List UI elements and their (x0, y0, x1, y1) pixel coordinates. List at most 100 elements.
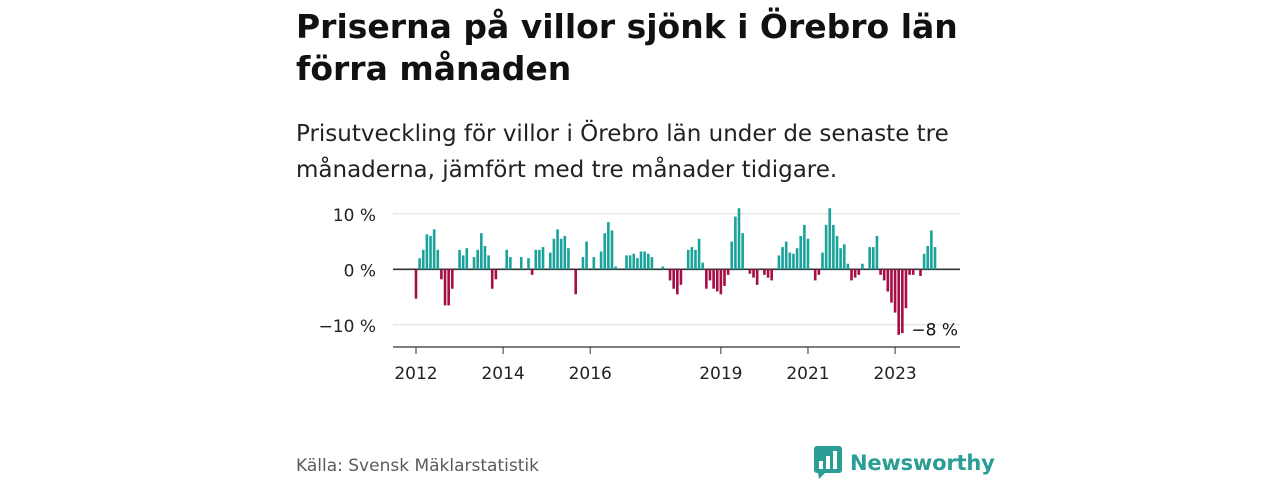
bar (650, 257, 654, 270)
bar (425, 234, 429, 270)
bar (911, 269, 915, 275)
bar (686, 249, 690, 270)
newsworthy-logo: Newsworthy (814, 446, 995, 480)
bar (668, 269, 672, 281)
bar (752, 269, 755, 278)
chart-title: Priserna på villor sjönk i Örebro län fö… (296, 7, 958, 88)
bar (795, 248, 799, 270)
bar (490, 269, 494, 289)
brand-name: Newsworthy (850, 451, 995, 475)
bar (450, 269, 454, 289)
bar (592, 257, 596, 270)
bar (781, 247, 784, 270)
bar (835, 235, 839, 270)
bar (871, 247, 875, 270)
x-tick-label: 2021 (786, 364, 829, 384)
bar (672, 269, 675, 289)
bar (694, 249, 697, 270)
bar (701, 262, 705, 270)
bar (639, 251, 643, 270)
bar (828, 208, 832, 270)
bar (607, 222, 610, 270)
bar (563, 235, 567, 270)
bar (519, 257, 523, 270)
y-tick-label: 10 % (333, 206, 376, 226)
bar (530, 269, 534, 275)
bar (414, 269, 418, 299)
bar (919, 269, 922, 276)
bar (472, 257, 476, 270)
bar (418, 258, 421, 270)
x-tick-label: 2014 (481, 364, 524, 384)
bar (429, 235, 432, 270)
bar (676, 269, 679, 295)
bar (839, 248, 842, 270)
bar (719, 269, 723, 295)
bar (792, 253, 795, 270)
bar (461, 255, 465, 270)
bar (824, 224, 828, 270)
axes (393, 346, 960, 354)
bar (857, 269, 861, 275)
bar (538, 249, 541, 270)
bar (734, 216, 737, 270)
bar (875, 235, 879, 270)
bar (832, 224, 835, 270)
bar (868, 247, 871, 270)
source-note: Källa: Svensk Mäklarstatistik (296, 456, 539, 476)
bar (636, 258, 639, 270)
bar (487, 255, 490, 270)
bar (904, 269, 908, 309)
bar (548, 252, 552, 270)
bar (610, 230, 614, 270)
bar (821, 252, 824, 270)
bar (559, 238, 563, 270)
bar (813, 269, 817, 281)
labels: 10 % 0 % −10 % 2012 2014 2016 2019 2021 2023 −8 % (319, 206, 958, 384)
x-tick-label: 2019 (699, 364, 742, 384)
bar (614, 266, 617, 270)
bar (817, 269, 821, 275)
bar (465, 248, 469, 270)
bar (730, 241, 734, 270)
bar (897, 269, 901, 335)
bar (799, 235, 803, 270)
bar (803, 224, 806, 270)
bar (603, 233, 607, 270)
bar (879, 269, 882, 275)
bar (509, 257, 512, 270)
bar (926, 245, 930, 270)
bar (806, 238, 810, 270)
bar (552, 238, 556, 270)
bar (886, 269, 890, 292)
bar (784, 241, 788, 270)
bar (625, 255, 628, 270)
bar (581, 257, 585, 270)
bar (567, 248, 570, 270)
bar (574, 269, 577, 295)
bar (480, 233, 483, 270)
bar (908, 269, 911, 275)
bar (723, 269, 726, 286)
bar (646, 253, 650, 270)
bar (763, 269, 766, 275)
x-tick-label: 2012 (394, 364, 437, 384)
bar (527, 258, 530, 270)
bar (628, 255, 632, 270)
bar (599, 251, 603, 270)
x-tick-label: 2016 (569, 364, 612, 384)
bar (901, 269, 904, 334)
bar (421, 249, 425, 270)
bar (505, 249, 509, 270)
bar (853, 269, 857, 278)
bar (712, 269, 715, 289)
y-tick-label: −10 % (319, 317, 376, 337)
bar (741, 233, 744, 270)
bar (476, 249, 479, 270)
bar (788, 252, 792, 270)
bar (715, 269, 719, 292)
y-tick-label: 0 % (344, 261, 376, 281)
bar (705, 269, 708, 289)
bar (458, 249, 461, 270)
bar (770, 269, 773, 281)
